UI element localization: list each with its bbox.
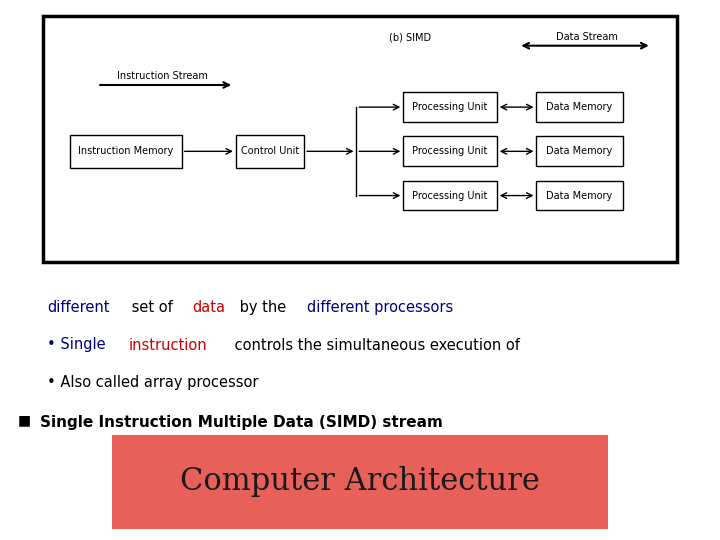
Bar	[536, 181, 623, 211]
Text: data: data	[192, 300, 225, 315]
Text: Instruction Memory: Instruction Memory	[78, 146, 174, 157]
Text: Processing Unit: Processing Unit	[413, 146, 487, 157]
Bar	[112, 435, 608, 529]
Bar	[236, 134, 304, 168]
Bar	[403, 181, 497, 211]
Text: Data Stream: Data Stream	[556, 32, 618, 42]
Text: • Also called array processor: • Also called array processor	[47, 375, 258, 390]
Bar	[70, 134, 181, 168]
Bar	[536, 92, 623, 122]
Text: different processors: different processors	[307, 300, 454, 315]
Bar	[403, 137, 497, 166]
Bar	[536, 137, 623, 166]
Text: Processing Unit: Processing Unit	[413, 191, 487, 200]
Text: ■: ■	[18, 413, 31, 427]
Text: Single Instruction Multiple Data (SIMD) stream: Single Instruction Multiple Data (SIMD) …	[40, 415, 443, 430]
Text: Data Memory: Data Memory	[546, 146, 613, 157]
Text: instruction: instruction	[128, 338, 207, 353]
Bar	[403, 92, 497, 122]
Bar	[43, 16, 677, 262]
Text: Processing Unit: Processing Unit	[413, 102, 487, 112]
Text: (b) SIMD: (b) SIMD	[390, 32, 431, 42]
Text: Instruction Stream: Instruction Stream	[117, 71, 207, 82]
Text: Data Memory: Data Memory	[546, 102, 613, 112]
Text: Data Memory: Data Memory	[546, 191, 613, 200]
Text: • Single: • Single	[47, 338, 110, 353]
Text: set of: set of	[127, 300, 178, 315]
Text: Computer Architecture: Computer Architecture	[180, 467, 540, 497]
Text: different: different	[47, 300, 109, 315]
Text: Control Unit: Control Unit	[241, 146, 299, 157]
Text: by the: by the	[235, 300, 291, 315]
Text: controls the simultaneous execution of: controls the simultaneous execution of	[230, 338, 520, 353]
